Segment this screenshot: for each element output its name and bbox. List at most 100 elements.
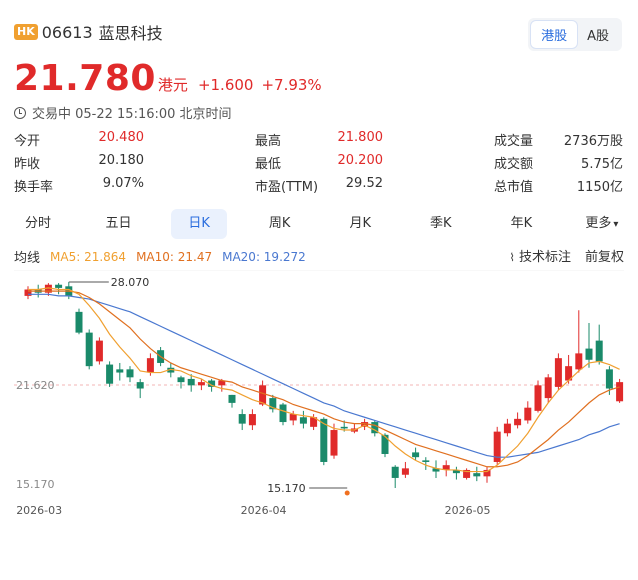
candle	[524, 401, 532, 424]
candle	[493, 426, 501, 466]
candlestick-chart[interactable]: 21.620 15.170 28.070 15.170 2026-03 2026-0…	[0, 270, 638, 540]
stat-open: 今开 20.480	[14, 130, 144, 149]
period-tabs: 分时 五日 日K 周K 月K 季K 年K 更多 ▾	[10, 208, 630, 240]
candle	[289, 410, 297, 426]
candle	[361, 418, 369, 431]
ma5-line	[28, 287, 620, 473]
x-axis-label: 2026-03	[16, 504, 62, 517]
candle	[483, 466, 491, 483]
tab-daily-k[interactable]: 日K	[171, 209, 228, 239]
tab-weekly-k[interactable]: 周K	[268, 216, 291, 231]
y-axis-label-low: 15.170	[16, 478, 55, 491]
stat-market-cap: 总市值 1150亿	[494, 180, 623, 195]
currency: 港元	[157, 76, 188, 94]
x-axis-label: 2026-04	[241, 504, 287, 517]
candle	[595, 324, 603, 365]
candle	[442, 460, 450, 477]
candle	[473, 466, 481, 482]
candle	[228, 394, 236, 408]
candle	[299, 410, 307, 429]
low-point-dot	[344, 490, 350, 496]
candle	[412, 447, 420, 461]
candle	[136, 378, 144, 399]
candle	[248, 409, 256, 431]
technical-indicator-button[interactable]: ⌇ 技术标注	[509, 250, 571, 265]
low-marker-label: 15.170	[267, 482, 306, 495]
clock-icon	[14, 106, 26, 119]
stat-pe: 市盈(TTM) 29.52	[255, 176, 383, 195]
chart-tools: ⌇ 技术标注 前复权	[509, 246, 624, 265]
ma10-line	[28, 290, 620, 468]
tab-monthly-k[interactable]: 月K	[349, 216, 372, 231]
candle	[391, 465, 399, 488]
candle	[85, 329, 93, 370]
stat-turnover: 成交额 5.75亿	[494, 157, 623, 172]
candle	[544, 374, 552, 403]
current-price: 21.780	[14, 58, 156, 99]
candle	[75, 308, 83, 335]
tab-hk-stock[interactable]: 港股	[531, 21, 578, 48]
stat-low: 最低 20.200	[255, 153, 383, 172]
candle	[585, 323, 593, 368]
ma10-value: MA10: 21.47	[136, 249, 213, 264]
candle	[503, 418, 511, 437]
candle	[106, 361, 114, 387]
status-text: 交易中 05-22 15:16:00 北京时间	[32, 107, 232, 122]
candle	[320, 417, 328, 466]
candle	[401, 461, 409, 478]
ma-label: 均线	[14, 251, 41, 266]
y-axis-label-ref: 21.620	[16, 379, 55, 392]
candle	[197, 378, 205, 391]
tab-five-day[interactable]: 五日	[105, 216, 132, 231]
candle	[371, 420, 379, 437]
indicator-icon: ⌇	[509, 251, 515, 264]
stat-prev-close: 昨收 20.180	[14, 153, 144, 172]
candle	[565, 354, 573, 384]
market-switch: 港股 A股	[528, 18, 622, 51]
stock-code: 06613	[41, 22, 93, 42]
ma5-value: MA5: 21.864	[50, 249, 127, 264]
market-badge: HK	[14, 24, 38, 40]
candle	[167, 362, 175, 378]
high-marker-label: 28.070	[111, 276, 150, 289]
price-row: 21.780 港元 +1.600 +7.93%	[14, 58, 322, 99]
tab-a-stock[interactable]: A股	[587, 29, 609, 44]
candle	[177, 375, 185, 389]
ma-legend: 均线 MA5: 21.864 MA10: 21.47 MA20: 19.272	[14, 247, 306, 267]
stock-header: HK 06613 蓝思科技	[14, 20, 163, 44]
candle	[187, 374, 195, 392]
candle	[116, 362, 124, 381]
tab-quarterly-k[interactable]: 季K	[430, 216, 452, 231]
candle	[575, 310, 583, 373]
price-change: +1.600	[197, 76, 254, 94]
candle	[269, 394, 277, 413]
candle	[24, 286, 32, 300]
candle	[452, 466, 460, 480]
candle	[55, 283, 63, 295]
stock-name: 蓝思科技	[98, 24, 163, 43]
candle	[126, 366, 134, 383]
stat-volume: 成交量 2736万股	[494, 134, 623, 149]
stat-turnover-rate: 换手率 9.07%	[14, 176, 144, 195]
candle	[432, 460, 440, 478]
candle	[238, 409, 246, 431]
candle	[95, 337, 103, 365]
candle	[534, 380, 542, 413]
price-adjust-button[interactable]: 前复权	[584, 250, 624, 265]
tab-more[interactable]: 更多 ▾	[585, 216, 619, 231]
tab-yearly-k[interactable]: 年K	[510, 216, 533, 231]
x-axis-label: 2026-05	[445, 504, 491, 517]
price-change-pct: +7.93%	[261, 76, 322, 94]
candle	[554, 353, 562, 391]
stat-high: 最高 21.800	[255, 130, 383, 149]
candle	[616, 378, 624, 403]
ma20-value: MA20: 19.272	[222, 249, 306, 264]
chevron-down-icon: ▾	[613, 219, 619, 230]
candle	[422, 457, 430, 470]
trading-status: 交易中 05-22 15:16:00 北京时间	[14, 103, 232, 122]
ma20-line	[28, 293, 620, 458]
candle	[279, 402, 287, 426]
candle	[463, 468, 471, 480]
tab-intraday[interactable]: 分时	[24, 216, 51, 231]
